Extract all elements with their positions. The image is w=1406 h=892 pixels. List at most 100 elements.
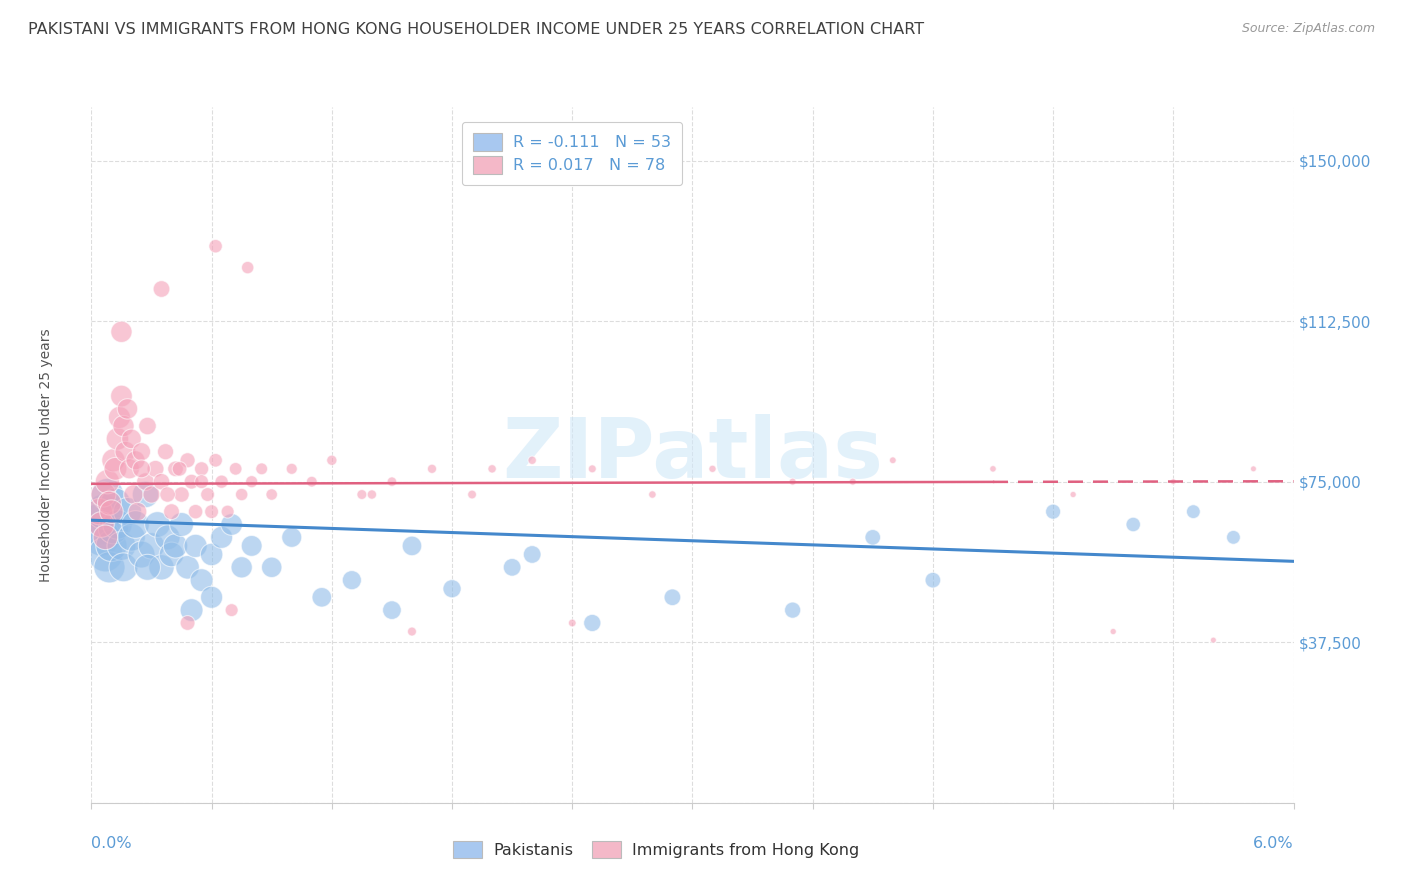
Point bbox=[231, 487, 253, 501]
Point bbox=[1161, 475, 1184, 489]
Point bbox=[136, 560, 159, 574]
Point bbox=[94, 548, 117, 562]
Point bbox=[782, 603, 804, 617]
Point bbox=[98, 560, 121, 574]
Point bbox=[240, 475, 263, 489]
Point bbox=[260, 487, 283, 501]
Point bbox=[221, 603, 243, 617]
Point bbox=[131, 444, 153, 458]
Point bbox=[112, 560, 135, 574]
Point bbox=[581, 462, 603, 476]
Point bbox=[176, 560, 198, 574]
Point bbox=[160, 548, 183, 562]
Point bbox=[702, 462, 724, 476]
Point bbox=[401, 539, 423, 553]
Point bbox=[922, 573, 945, 587]
Point bbox=[170, 517, 193, 532]
Point bbox=[1042, 505, 1064, 519]
Point bbox=[176, 615, 198, 630]
Point bbox=[131, 462, 153, 476]
Point bbox=[96, 475, 118, 489]
Point bbox=[661, 591, 683, 605]
Point bbox=[124, 453, 146, 467]
Point bbox=[134, 475, 156, 489]
Point bbox=[176, 453, 198, 467]
Point bbox=[156, 487, 179, 501]
Point bbox=[155, 444, 177, 458]
Point bbox=[118, 462, 141, 476]
Point bbox=[581, 615, 603, 630]
Point bbox=[211, 475, 233, 489]
Point bbox=[122, 487, 145, 501]
Point bbox=[150, 475, 173, 489]
Point bbox=[641, 487, 664, 501]
Point bbox=[204, 453, 226, 467]
Point bbox=[100, 505, 122, 519]
Point bbox=[190, 462, 212, 476]
Point bbox=[117, 401, 139, 416]
Point bbox=[108, 410, 131, 425]
Point bbox=[145, 462, 167, 476]
Point bbox=[141, 487, 163, 501]
Point bbox=[841, 475, 863, 489]
Point bbox=[110, 325, 132, 339]
Point bbox=[103, 522, 125, 536]
Text: Source: ZipAtlas.com: Source: ZipAtlas.com bbox=[1241, 22, 1375, 36]
Point bbox=[103, 453, 125, 467]
Text: Householder Income Under 25 years: Householder Income Under 25 years bbox=[39, 328, 52, 582]
Point bbox=[110, 539, 132, 553]
Point bbox=[211, 530, 233, 544]
Point bbox=[110, 389, 132, 403]
Point bbox=[1062, 487, 1084, 501]
Point bbox=[782, 475, 804, 489]
Point bbox=[280, 462, 302, 476]
Point bbox=[301, 475, 323, 489]
Point bbox=[200, 548, 222, 562]
Point bbox=[150, 282, 173, 296]
Point bbox=[104, 462, 127, 476]
Point bbox=[190, 573, 212, 587]
Point bbox=[146, 517, 169, 532]
Point bbox=[117, 505, 139, 519]
Point bbox=[107, 432, 129, 446]
Point bbox=[461, 487, 484, 501]
Point bbox=[340, 573, 363, 587]
Point bbox=[280, 530, 302, 544]
Point bbox=[184, 539, 207, 553]
Point bbox=[1122, 517, 1144, 532]
Point bbox=[200, 505, 222, 519]
Text: PAKISTANI VS IMMIGRANTS FROM HONG KONG HOUSEHOLDER INCOME UNDER 25 YEARS CORRELA: PAKISTANI VS IMMIGRANTS FROM HONG KONG H… bbox=[28, 22, 924, 37]
Point bbox=[114, 444, 136, 458]
Point bbox=[180, 603, 202, 617]
Point bbox=[121, 530, 143, 544]
Point bbox=[221, 517, 243, 532]
Point bbox=[197, 487, 219, 501]
Point bbox=[217, 505, 239, 519]
Point bbox=[350, 487, 373, 501]
Point bbox=[165, 539, 187, 553]
Point bbox=[311, 591, 333, 605]
Point bbox=[94, 530, 117, 544]
Point bbox=[90, 530, 112, 544]
Point bbox=[520, 548, 543, 562]
Point bbox=[360, 487, 382, 501]
Point bbox=[121, 432, 143, 446]
Point bbox=[165, 462, 187, 476]
Point bbox=[107, 517, 129, 532]
Point bbox=[401, 624, 423, 639]
Point bbox=[1222, 530, 1244, 544]
Point bbox=[381, 475, 404, 489]
Point bbox=[481, 462, 503, 476]
Point bbox=[93, 505, 115, 519]
Point bbox=[440, 582, 463, 596]
Point bbox=[169, 462, 191, 476]
Point bbox=[882, 453, 904, 467]
Point bbox=[240, 539, 263, 553]
Point bbox=[200, 591, 222, 605]
Point bbox=[112, 419, 135, 434]
Point bbox=[90, 517, 112, 532]
Point bbox=[150, 560, 173, 574]
Text: 6.0%: 6.0% bbox=[1253, 836, 1294, 851]
Text: ZIPatlas: ZIPatlas bbox=[502, 415, 883, 495]
Point bbox=[520, 453, 543, 467]
